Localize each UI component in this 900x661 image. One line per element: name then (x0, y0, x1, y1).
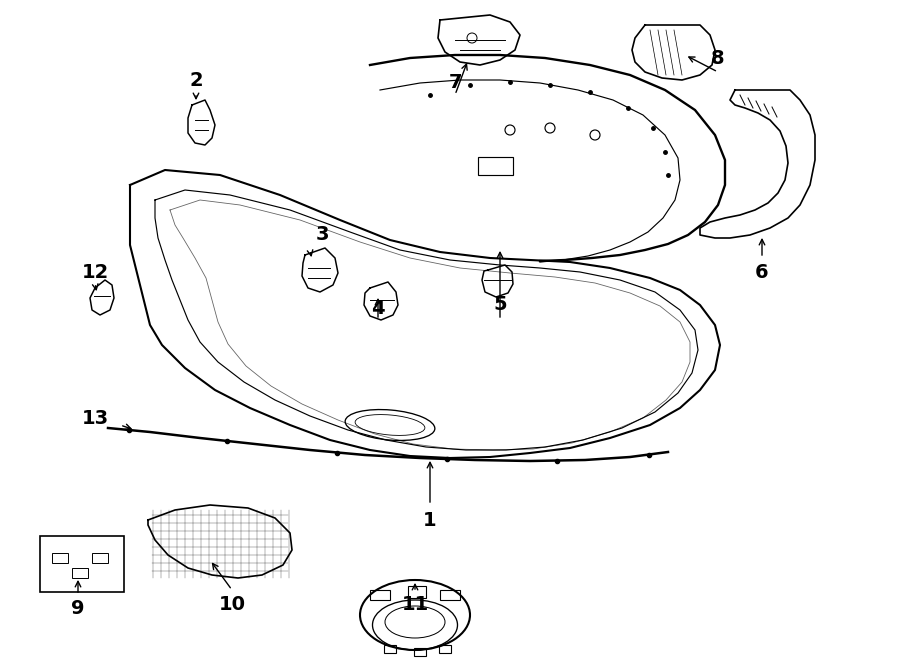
Text: 5: 5 (493, 295, 507, 315)
Text: 7: 7 (448, 73, 462, 91)
Text: 10: 10 (219, 596, 246, 615)
Text: 13: 13 (81, 408, 109, 428)
Text: 11: 11 (401, 596, 428, 615)
Text: 12: 12 (81, 262, 109, 282)
Text: 6: 6 (755, 262, 769, 282)
Text: 3: 3 (315, 225, 328, 245)
Text: 1: 1 (423, 510, 436, 529)
Text: 4: 4 (371, 299, 385, 317)
Text: 2: 2 (189, 71, 202, 89)
Text: 8: 8 (711, 48, 724, 67)
Text: 9: 9 (71, 598, 85, 617)
